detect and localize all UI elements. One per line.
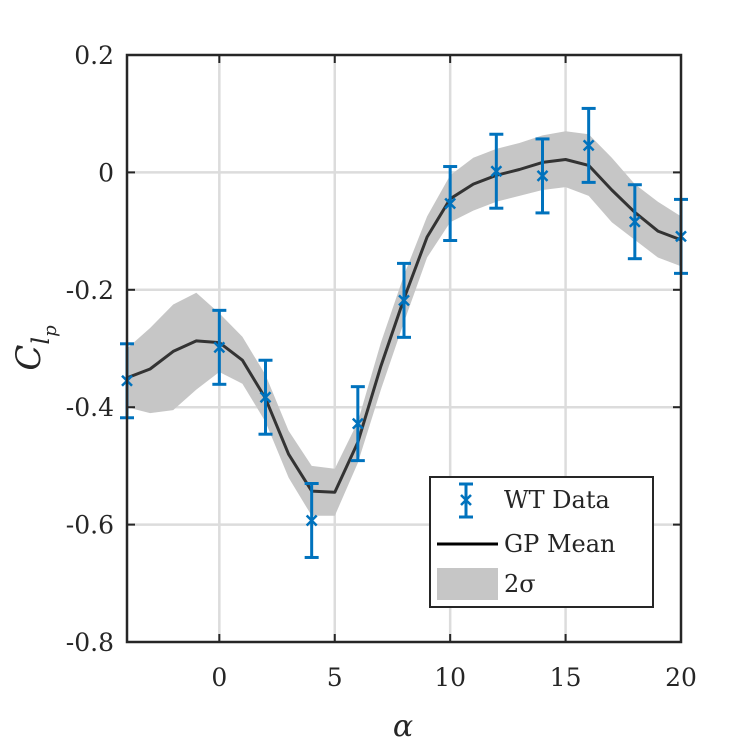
legend-label-wt-data: WT Data [504, 486, 610, 514]
data-marker [582, 139, 595, 152]
legend-item-two-sigma: 2σ [437, 568, 536, 600]
x-tick-label: 15 [550, 663, 582, 692]
wt-data-point [397, 261, 411, 339]
legend: WT Data GP Mean 2σ [429, 476, 654, 608]
y-label-base: C [9, 345, 49, 371]
x-axis-ticks: 0 5 10 15 20 [211, 55, 697, 692]
legend-band-swatch [437, 568, 498, 600]
data-marker [259, 391, 272, 404]
legend-item-wt-data: WT Data [459, 482, 610, 519]
y-label-subsub: p [40, 325, 61, 337]
legend-item-gp-mean: GP Mean [437, 530, 616, 558]
y-tick-label: -0.6 [66, 511, 114, 540]
wt-data-point [489, 132, 504, 210]
x-tick-label: 5 [327, 663, 343, 692]
data-marker [351, 417, 364, 430]
wt-data-point [627, 183, 642, 261]
legend-label-two-sigma: 2σ [504, 570, 536, 598]
data-marker [628, 215, 641, 228]
wt-data-point [350, 385, 365, 463]
data-marker [490, 165, 503, 178]
legend-label-gp-mean: GP Mean [504, 530, 616, 558]
data-marker [444, 197, 457, 210]
x-axis-label: α [393, 709, 413, 744]
wt-data-point [304, 482, 319, 559]
wt-data-point [443, 165, 458, 242]
y-axis-ticks: -0.8 -0.6 -0.4 -0.2 0 0.2 [66, 41, 681, 657]
wt-data-point [535, 137, 550, 215]
data-marker [536, 170, 549, 182]
y-axis-label: Clp [9, 325, 61, 371]
wt-data-point [258, 358, 273, 436]
x-tick-label: 20 [665, 663, 697, 692]
y-tick-label: -0.2 [66, 276, 114, 305]
wt-data-point [581, 106, 596, 184]
plot-frame [125, 53, 683, 644]
legend-x-marker-icon [460, 494, 472, 506]
x-tick-label: 0 [211, 663, 227, 692]
data-marker [213, 341, 226, 354]
data-marker [398, 294, 410, 307]
y-tick-label: -0.8 [66, 628, 114, 657]
x-tick-label: 10 [434, 663, 466, 692]
y-label-sub: l [27, 337, 55, 345]
data-marker [305, 514, 318, 527]
y-tick-label: 0.2 [74, 41, 114, 70]
y-tick-label: -0.4 [66, 393, 114, 422]
y-tick-label: 0 [98, 158, 114, 187]
wt-data-point [212, 308, 227, 386]
